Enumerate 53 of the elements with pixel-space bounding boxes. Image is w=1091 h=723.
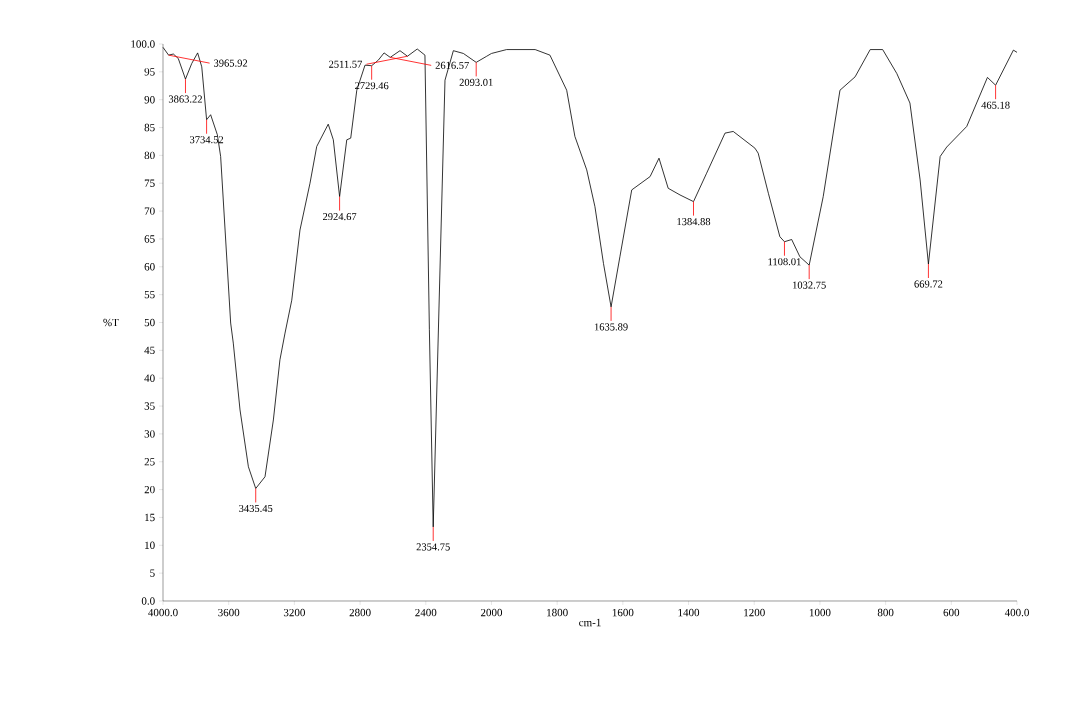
y-tick-label: 20 [144,485,155,494]
annotation: 2616.57 [435,61,469,69]
y-tick-label: 40 [144,374,155,382]
y-tick-label: 35 [144,402,155,410]
annotation: 3734.52 [190,136,224,144]
annotation: 3863.22 [168,95,202,103]
x-tick-label: 1400 [678,608,700,617]
y-tick-label: 30 [144,430,155,438]
y-tick-label: 90 [144,95,155,104]
x-tick-label: 1000 [809,608,831,617]
y-axis-title: %T [103,318,119,327]
x-tick-label: 3600 [218,608,240,617]
y-tick-label: 95 [144,68,155,76]
x-tick-label: 2400 [415,608,437,617]
annotation: 465.18 [981,101,1010,109]
y-tick-label: 80 [144,151,155,160]
annotation: 1032.75 [793,281,826,289]
annotation: 1108.01 [768,258,801,266]
x-tick-label: 1600 [612,608,634,617]
annotation: 2354.75 [416,543,450,551]
y-tick-label: 60 [144,263,155,271]
x-tick-label: 1200 [744,608,765,617]
annotation: 669.72 [914,280,943,288]
x-tick-label: 2800 [349,608,371,617]
y-tick-label: 55 [144,290,155,299]
y-tick-label: 0.0 [141,597,155,605]
x-tick-label: 1800 [547,608,568,617]
y-tick-label: 75 [144,179,155,187]
y-tick-label: 100.0 [131,40,155,48]
annotation: 1635.89 [594,323,628,331]
annotation: 2093.01 [459,78,493,86]
annotation: 1384.88 [677,218,711,226]
x-tick-label: 2000 [480,608,503,617]
x-tick-label: 800 [877,608,894,617]
y-tick-label: 15 [145,513,155,522]
x-tick-label: 3200 [283,608,305,617]
x-tick-label: 400.0 [1004,608,1029,617]
annotation: 2924.67 [323,213,357,221]
y-tick-label: 70 [144,207,155,215]
x-tick-label: 600 [943,608,960,617]
y-tick-label: 45 [144,346,155,355]
annotation: 3965.92 [214,59,248,67]
y-tick-label: 5 [150,569,155,577]
annotation: 2729.46 [355,82,389,90]
annotation: 3435.45 [239,504,273,513]
annotation: 2511.57 [329,60,363,68]
y-tick-label: 10 [145,541,155,550]
x-axis-title: cm-1 [579,618,601,627]
x-tick-label: 4000.0 [148,608,178,617]
y-tick-label: 85 [144,123,155,132]
y-tick-label: 65 [144,235,155,243]
y-tick-label: 50 [144,318,155,327]
y-tick-label: 25 [144,458,155,466]
